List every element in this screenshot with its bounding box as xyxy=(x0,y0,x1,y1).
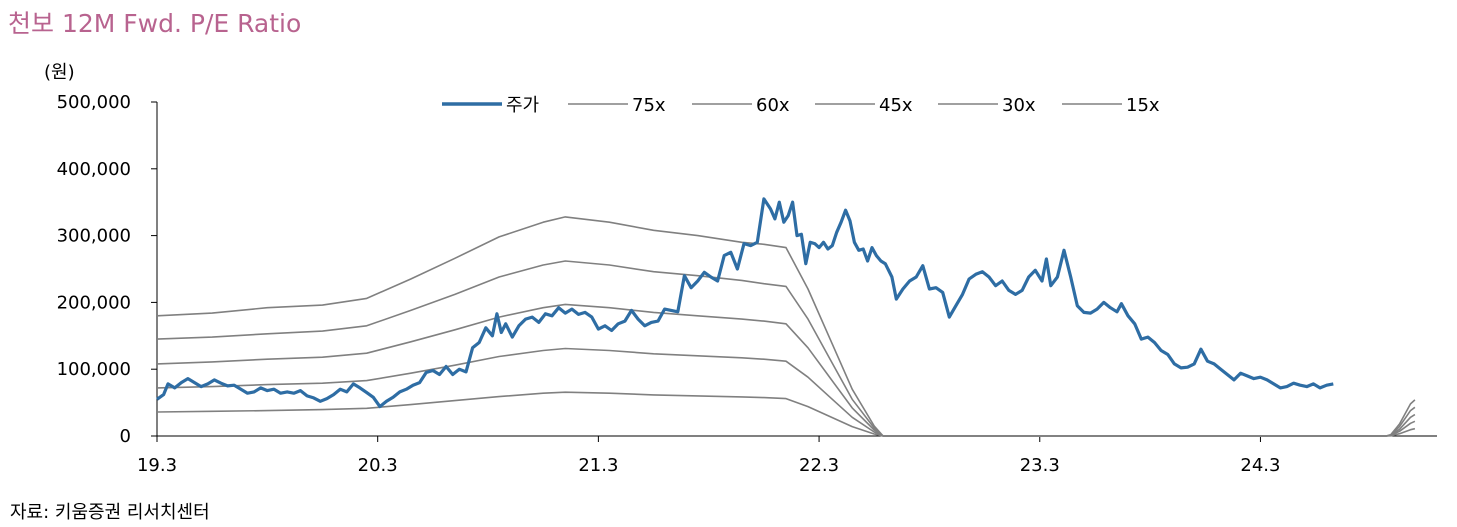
legend-label: 75x xyxy=(632,95,666,116)
price-series-line xyxy=(156,197,1334,409)
y-axis-unit-label: (원) xyxy=(44,62,75,83)
y-tick-label: 0 xyxy=(120,426,131,447)
x-tick-label: 23.3 xyxy=(1020,455,1060,476)
band-line-15x xyxy=(156,391,1416,437)
band-line-60x xyxy=(156,260,1416,437)
legend-label: 45x xyxy=(879,95,913,116)
legend-label: 주가 xyxy=(506,95,539,116)
legend-label: 30x xyxy=(1002,95,1036,116)
x-tick-label: 20.3 xyxy=(358,455,398,476)
y-tick-label: 300,000 xyxy=(57,226,131,247)
band-line-75x xyxy=(156,216,1416,437)
legend-label: 15x xyxy=(1126,95,1160,116)
chart-title: 천보 12M Fwd. P/E Ratio xyxy=(8,9,302,38)
price-line-group xyxy=(156,197,1334,409)
y-tick-label: 400,000 xyxy=(57,159,131,180)
x-tick-label: 24.3 xyxy=(1240,455,1280,476)
chart-legend: 주가 75x 60x 45x 30x 15x xyxy=(442,95,1160,116)
band-line-45x xyxy=(156,303,1416,437)
y-tick-label: 100,000 xyxy=(57,359,131,380)
chart-axes: 0 100,000 200,000 300,000 400,000 500,000 19.3… xyxy=(57,92,1437,476)
y-tick-label: 500,000 xyxy=(57,92,131,113)
x-tick-label: 22.3 xyxy=(799,455,839,476)
source-note: 자료: 키움증권 리서치센터 xyxy=(10,502,210,523)
y-tick-label: 200,000 xyxy=(57,292,131,313)
legend-label: 60x xyxy=(756,95,790,116)
x-tick-label: 19.3 xyxy=(137,455,177,476)
pe-band-lines xyxy=(156,216,1416,437)
x-tick-label: 21.3 xyxy=(578,455,618,476)
